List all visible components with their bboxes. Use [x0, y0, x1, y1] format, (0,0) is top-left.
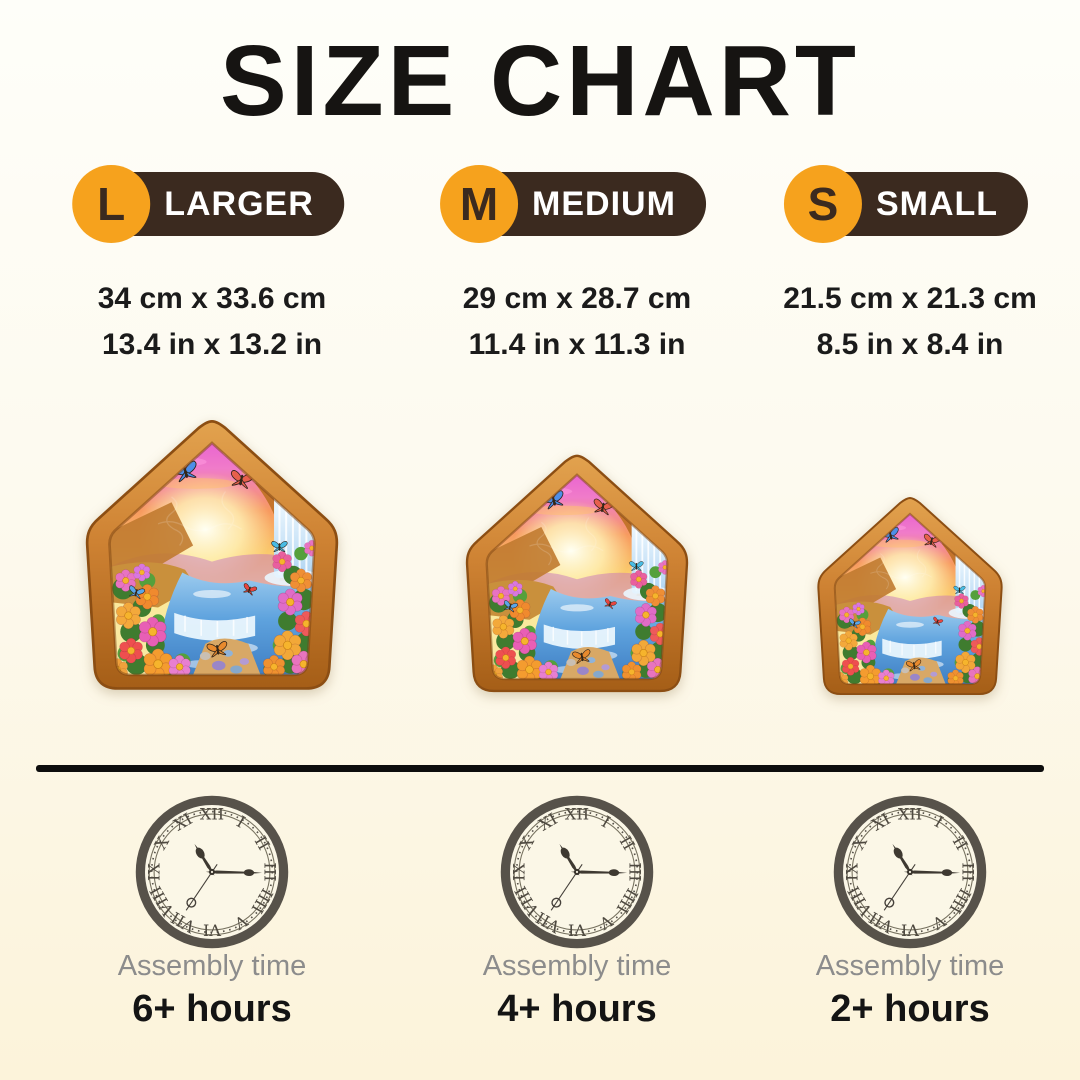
size-letter-m: M: [459, 178, 499, 230]
size-name-larger: LARGER: [164, 184, 314, 223]
puzzle-image-larger: [77, 416, 347, 710]
assembly-time-label: Assembly time: [815, 950, 1005, 982]
size-letter-circle-m: M: [440, 165, 519, 243]
assembly-time-value: 6+ hours: [132, 988, 292, 1030]
size-badge-medium: M MEDIUM: [440, 165, 706, 243]
puzzle-image-small: [811, 494, 1009, 710]
assembly-time-value: 2+ hours: [830, 988, 990, 1030]
size-name-medium: MEDIUM: [532, 184, 676, 223]
dimension-metric: 34 cm x 33.6 cm: [97, 282, 327, 315]
clock-icon-small: [833, 795, 987, 949]
puzzle-image-medium: [458, 451, 696, 710]
size-letter-l: L: [97, 178, 126, 230]
size-badge-small: S SMALL: [783, 165, 1029, 243]
assembly-time-label: Assembly time: [117, 950, 307, 982]
size-name-small: SMALL: [875, 184, 999, 223]
assembly-time-value: 4+ hours: [497, 988, 657, 1030]
clock-icon-medium: [500, 795, 654, 949]
clock-icon-larger: [135, 795, 289, 949]
dimension-imperial: 13.4 in x 13.2 in: [101, 328, 323, 361]
dimensions-small: 21.5 cm x 21.3 cm 8.5 in x 8.4 in: [710, 276, 1080, 368]
assembly-time-label: Assembly time: [482, 950, 672, 982]
size-letter-circle-s: S: [783, 165, 862, 243]
dimension-imperial: 8.5 in x 8.4 in: [816, 328, 1004, 361]
dimension-metric: 29 cm x 28.7 cm: [462, 282, 692, 315]
page-title: SIZE CHART: [220, 25, 860, 137]
dimensions-medium: 29 cm x 28.7 cm 11.4 in x 11.3 in: [377, 276, 777, 368]
dimension-imperial: 11.4 in x 11.3 in: [468, 328, 686, 361]
horizontal-divider: [36, 765, 1044, 772]
size-letter-s: S: [807, 178, 839, 230]
size-badge-larger: L LARGER: [72, 165, 344, 243]
dimension-metric: 21.5 cm x 21.3 cm: [783, 282, 1037, 315]
dimensions-larger: 34 cm x 33.6 cm 13.4 in x 13.2 in: [12, 276, 412, 368]
size-letter-circle-l: L: [72, 165, 151, 243]
